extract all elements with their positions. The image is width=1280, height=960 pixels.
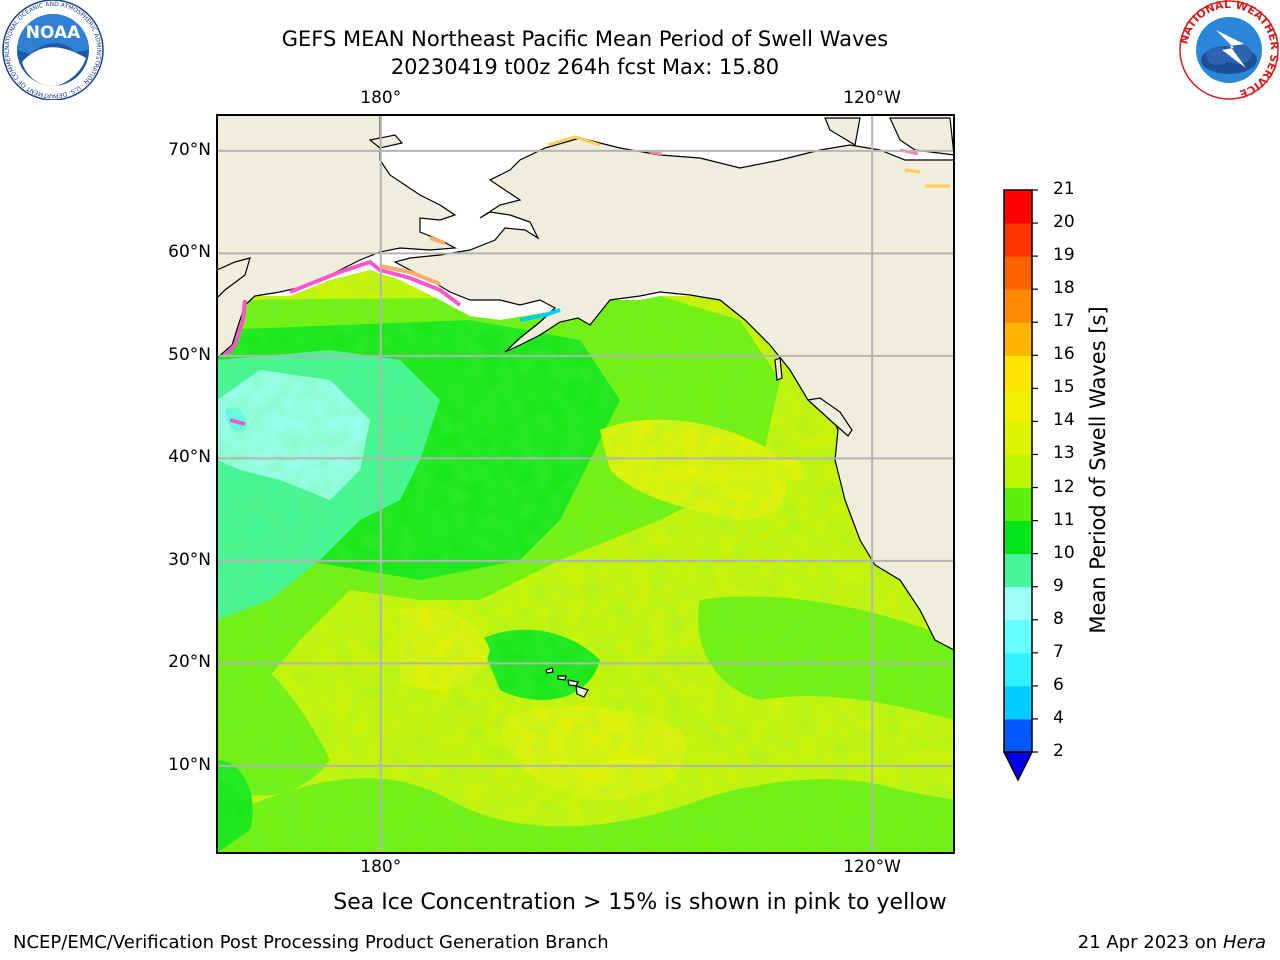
colorbar-tick-label: 19 <box>1053 245 1075 266</box>
lat-tick-label: 70°N <box>168 139 211 160</box>
colorbar-tick-label: 13 <box>1053 443 1075 464</box>
colorbar-tick-label: 21 <box>1053 179 1075 199</box>
colorbar-segment <box>1004 289 1032 323</box>
colorbar-extend-arrow <box>1002 751 1034 782</box>
land-hawaii <box>545 667 589 698</box>
lat-tick-label: 30°N <box>168 549 211 570</box>
noaa-logo: NATIONAL OCEANIC AND ATMOSPHERIC ADMINIS… <box>0 0 104 100</box>
land-vancouver-island <box>806 397 853 437</box>
colorbar-segment <box>1004 421 1032 455</box>
colorbar-tick-label: 18 <box>1053 278 1075 299</box>
colorbar-segment <box>1004 586 1032 621</box>
colorbar-tick-label: 14 <box>1053 410 1075 431</box>
colorbar-tick-label: 8 <box>1053 608 1064 629</box>
colorbar-segment <box>1004 454 1032 489</box>
colorbar-segment <box>1004 520 1032 555</box>
colorbar-segment <box>1004 322 1032 356</box>
colorbar-segment <box>1004 553 1032 588</box>
colorbar-tick-label: 20 <box>1053 212 1075 233</box>
colorbar-tick-label: 11 <box>1053 509 1075 530</box>
footer-date-text: 21 Apr 2023 on <box>1077 932 1223 953</box>
lat-tick-label: 20°N <box>168 652 211 673</box>
footer-host: Hera <box>1222 932 1266 953</box>
lon-tick-label-bottom: 120°W <box>843 857 901 877</box>
footer-credit: NCEP/EMC/Verification Post Processing Pr… <box>13 932 609 953</box>
colorbar-tick-label: 15 <box>1053 377 1075 398</box>
colorbar-tick-label: 16 <box>1053 344 1075 365</box>
colorbar-segment <box>1004 652 1032 687</box>
colorbar-tick-label: 7 <box>1053 641 1064 662</box>
colorbar-segment <box>1004 685 1032 720</box>
colorbar-outline <box>1003 189 1033 753</box>
colorbar-tick-label: 2 <box>1053 741 1064 761</box>
colorbar-tick-label: 17 <box>1053 311 1075 332</box>
chart-title: GEFS MEAN Northeast Pacific Mean Period … <box>281 27 889 51</box>
colorbar-segment <box>1004 388 1032 422</box>
sea-ice-note: Sea Ice Concentration > 15% is shown in … <box>333 890 947 915</box>
colorbar-tick-label: 9 <box>1053 575 1064 596</box>
lat-tick-label: 40°N <box>168 447 211 468</box>
colorbar-tick-label: 6 <box>1053 674 1064 695</box>
sea-ice-fringe <box>223 135 950 426</box>
lon-tick-label-top: 120°W <box>843 88 901 108</box>
lat-tick-label: 50°N <box>168 344 211 365</box>
lon-tick-label-top: 180° <box>360 88 402 108</box>
colorbar-tick-label: 4 <box>1053 707 1064 728</box>
colorbar-segment <box>1004 190 1032 224</box>
colorbar-segment <box>1004 256 1032 290</box>
colorbar-tick-label: 10 <box>1053 542 1075 563</box>
colorbar-segment <box>1004 487 1032 522</box>
colorbar-title: Mean Period of Swell Waves [s] <box>1086 306 1110 634</box>
lon-tick-label-bottom: 180° <box>360 857 402 877</box>
colorbar-segment <box>1004 619 1032 654</box>
colorbar-segment <box>1004 355 1032 389</box>
nws-logo: NATIONAL WEATHER SERVICE <box>1178 0 1280 100</box>
colorbar-segment <box>1004 223 1032 257</box>
map-gridlines <box>217 115 954 853</box>
footer-date: 21 Apr 2023 on Hera <box>1078 932 1266 953</box>
chart-subtitle: 20230419 t00z 264h fcst Max: 15.80 <box>390 55 780 79</box>
colorbar <box>1002 189 1038 782</box>
noaa-logo-text: NOAA <box>26 23 81 43</box>
land-st-lawrence-island <box>368 134 404 149</box>
map-frame <box>216 114 955 854</box>
colorbar-segment <box>1004 718 1032 753</box>
colorbar-tick-label: 12 <box>1053 476 1075 497</box>
land-alaska <box>393 137 954 651</box>
lat-tick-label: 10°N <box>168 754 211 775</box>
lat-tick-label: 60°N <box>168 242 211 263</box>
